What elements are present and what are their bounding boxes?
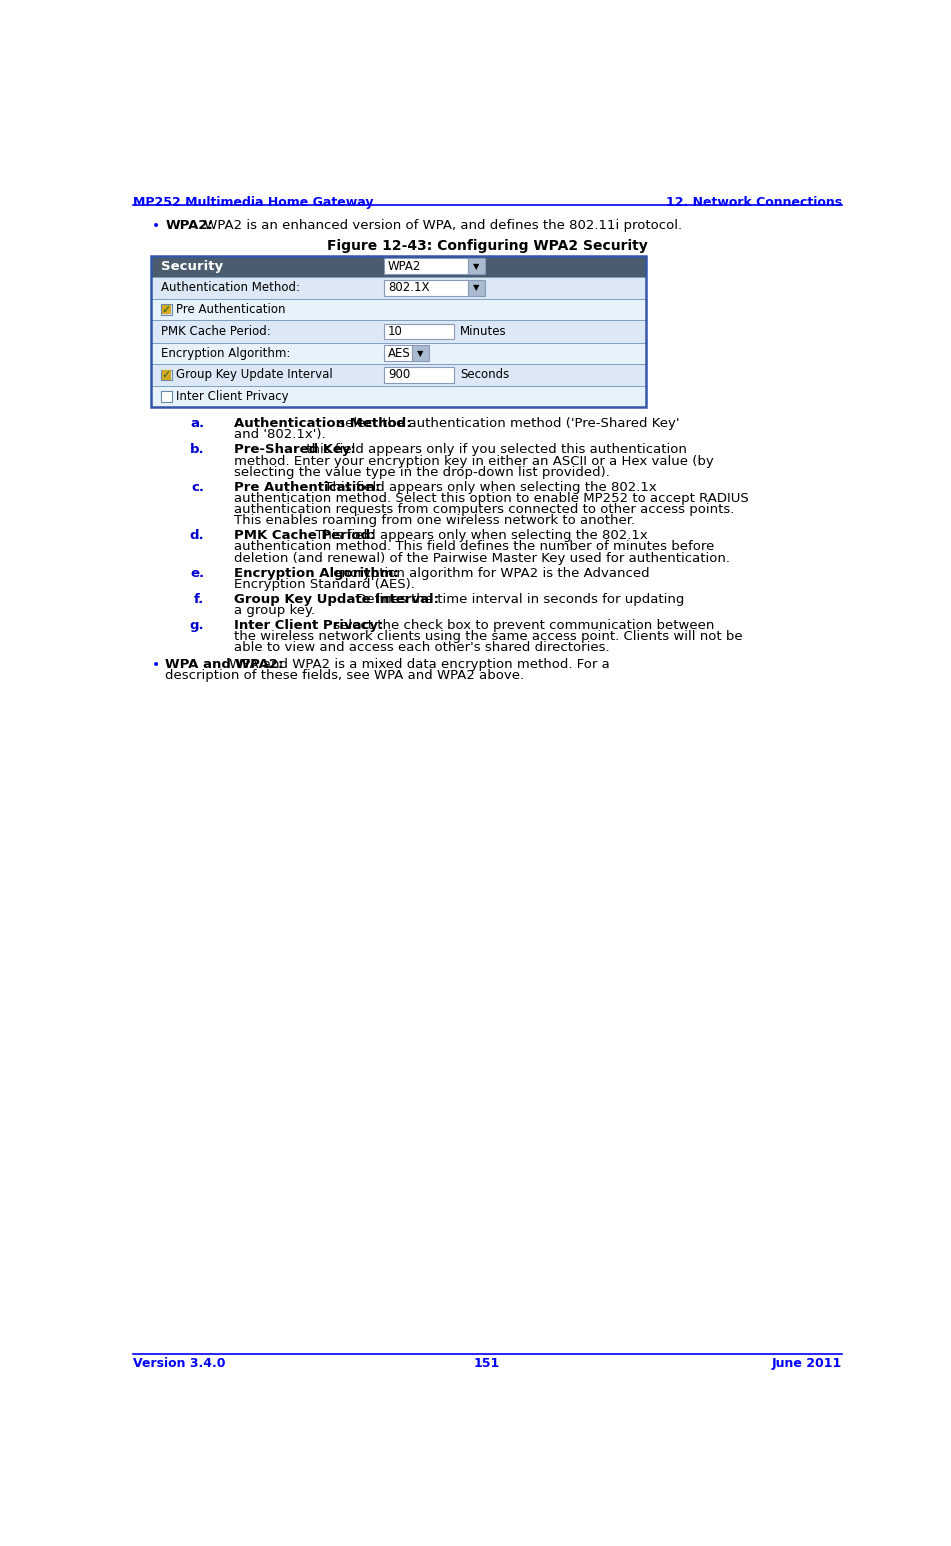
Bar xyxy=(161,305,171,315)
Bar xyxy=(468,280,485,295)
Text: ✓: ✓ xyxy=(162,369,171,380)
Bar xyxy=(151,320,646,343)
Bar xyxy=(151,255,646,277)
Bar xyxy=(151,277,646,298)
Text: Encryption Standard (AES).: Encryption Standard (AES). xyxy=(234,578,415,591)
Bar xyxy=(151,363,646,386)
Text: •: • xyxy=(151,659,160,673)
Text: b.: b. xyxy=(189,444,204,456)
Text: WPA and WPA2 is a mixed data encryption method. For a: WPA and WPA2 is a mixed data encryption … xyxy=(224,659,610,671)
Text: Authentication Method:: Authentication Method: xyxy=(234,417,411,430)
Text: WPA and WPA2:: WPA and WPA2: xyxy=(165,659,283,671)
Text: Figure 12-43: Configuring WPA2 Security: Figure 12-43: Configuring WPA2 Security xyxy=(326,240,648,254)
Bar xyxy=(384,258,468,274)
Text: c.: c. xyxy=(191,481,204,493)
Text: PMK Cache Period:: PMK Cache Period: xyxy=(161,325,270,339)
Bar xyxy=(384,368,454,382)
Text: encryption algorithm for WPA2 is the Advanced: encryption algorithm for WPA2 is the Adv… xyxy=(329,567,650,580)
Text: description of these fields, see WPA and WPA2 above.: description of these fields, see WPA and… xyxy=(165,669,525,682)
Text: method. Enter your encryption key in either an ASCII or a Hex value (by: method. Enter your encryption key in eit… xyxy=(234,455,713,467)
Text: deletion (and renewal) of the Pairwise Master Key used for authentication.: deletion (and renewal) of the Pairwise M… xyxy=(234,552,729,564)
Text: MP252 Multimedia Home Gateway: MP252 Multimedia Home Gateway xyxy=(133,196,374,209)
Text: Group Key Update Interval:: Group Key Update Interval: xyxy=(234,592,438,606)
Text: a.: a. xyxy=(190,417,204,430)
Text: 151: 151 xyxy=(474,1357,500,1370)
Text: authentication requests from computers connected to other access points.: authentication requests from computers c… xyxy=(234,502,734,516)
Text: ▼: ▼ xyxy=(473,283,479,292)
Text: f.: f. xyxy=(194,592,204,606)
Bar xyxy=(161,369,171,380)
Text: this field appears only if you selected this authentication: this field appears only if you selected … xyxy=(302,444,687,456)
Text: 900: 900 xyxy=(388,368,410,382)
Text: ✓: ✓ xyxy=(162,305,171,315)
Text: a group key.: a group key. xyxy=(234,604,315,617)
Text: WPA2 is an enhanced version of WPA, and defines the 802.11i protocol.: WPA2 is an enhanced version of WPA, and … xyxy=(201,220,683,232)
Text: Inter Client Privacy: Inter Client Privacy xyxy=(176,390,289,404)
Bar xyxy=(161,391,171,402)
Text: Security: Security xyxy=(161,260,223,272)
Text: and '802.1x').: and '802.1x'). xyxy=(234,428,325,442)
Text: Defines the time interval in seconds for updating: Defines the time interval in seconds for… xyxy=(352,592,685,606)
Bar xyxy=(151,255,646,407)
Bar xyxy=(384,323,454,339)
Text: Pre-Shared Key:: Pre-Shared Key: xyxy=(234,444,356,456)
Text: able to view and access each other's shared directories.: able to view and access each other's sha… xyxy=(234,642,610,654)
Bar xyxy=(162,305,171,314)
Text: authentication method. Select this option to enable MP252 to accept RADIUS: authentication method. Select this optio… xyxy=(234,492,748,506)
Text: authentication method. This field defines the number of minutes before: authentication method. This field define… xyxy=(234,541,714,553)
Text: Pre Authentication: Pre Authentication xyxy=(176,303,285,317)
Bar xyxy=(468,258,485,274)
Text: e.: e. xyxy=(190,567,204,580)
Text: Minutes: Minutes xyxy=(460,325,507,339)
Text: WPA2: WPA2 xyxy=(388,260,421,272)
Text: Authentication Method:: Authentication Method: xyxy=(161,281,300,294)
Text: Inter Client Privacy:: Inter Client Privacy: xyxy=(234,618,383,632)
Text: ▼: ▼ xyxy=(473,261,479,271)
Text: PMK Cache Period:: PMK Cache Period: xyxy=(234,529,375,543)
Text: Encryption Algorithm:: Encryption Algorithm: xyxy=(161,346,290,360)
Text: the wireless network clients using the same access point. Clients will not be: the wireless network clients using the s… xyxy=(234,631,742,643)
Bar xyxy=(151,343,646,363)
Text: This field appears only when selecting the 802.1x: This field appears only when selecting t… xyxy=(320,481,657,493)
Text: select the authentication method ('Pre-Shared Key': select the authentication method ('Pre-S… xyxy=(334,417,680,430)
Bar xyxy=(384,345,412,360)
Text: Encryption Algorithm:: Encryption Algorithm: xyxy=(234,567,398,580)
Text: •: • xyxy=(151,220,160,233)
Text: 802.1X: 802.1X xyxy=(388,281,429,294)
Text: AES: AES xyxy=(388,346,411,360)
Text: 12. Network Connections: 12. Network Connections xyxy=(666,196,842,209)
Text: Version 3.4.0: Version 3.4.0 xyxy=(133,1357,225,1370)
Bar xyxy=(162,371,171,380)
Text: Group Key Update Interval: Group Key Update Interval xyxy=(176,368,333,382)
Bar xyxy=(384,280,468,295)
Bar xyxy=(151,386,646,407)
Text: selecting the value type in the drop-down list provided).: selecting the value type in the drop-dow… xyxy=(234,465,610,479)
Text: This enables roaming from one wireless network to another.: This enables roaming from one wireless n… xyxy=(234,515,634,527)
Bar xyxy=(412,345,429,360)
Text: WPA2:: WPA2: xyxy=(165,220,213,232)
Text: June 2011: June 2011 xyxy=(771,1357,842,1370)
Bar xyxy=(151,298,646,320)
Text: Pre Authentication:: Pre Authentication: xyxy=(234,481,380,493)
Text: ▼: ▼ xyxy=(417,349,423,357)
Text: d.: d. xyxy=(189,529,204,543)
Text: 10: 10 xyxy=(388,325,402,339)
Text: This field appears only when selecting the 802.1x: This field appears only when selecting t… xyxy=(311,529,648,543)
Text: select the check box to prevent communication between: select the check box to prevent communic… xyxy=(329,618,715,632)
Text: g.: g. xyxy=(189,618,204,632)
Text: Seconds: Seconds xyxy=(460,368,509,382)
